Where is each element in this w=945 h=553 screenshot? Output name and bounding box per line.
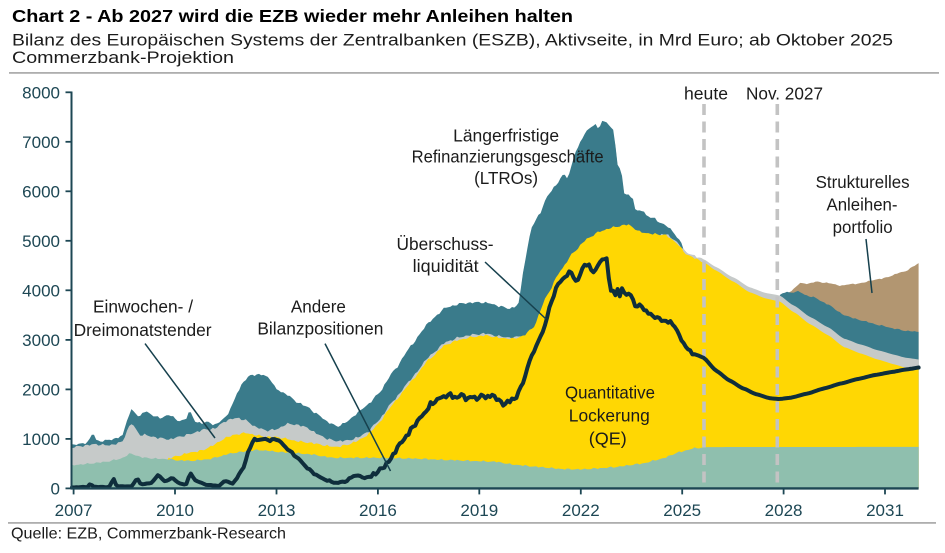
svg-text:Quelle: EZB, Commerzbank-Resea: Quelle: EZB, Commerzbank-Research	[11, 526, 286, 543]
svg-text:liquidität: liquidität	[413, 256, 479, 276]
svg-text:2028: 2028	[765, 501, 803, 520]
svg-text:0: 0	[51, 479, 60, 498]
svg-text:7000: 7000	[22, 133, 60, 152]
svg-text:Bilanz des Europäischen System: Bilanz des Europäischen Systems der Zent…	[12, 31, 893, 50]
svg-text:Einwochen- /: Einwochen- /	[93, 297, 193, 317]
svg-text:2019: 2019	[460, 501, 498, 520]
svg-text:(LTROs): (LTROs)	[474, 168, 538, 188]
svg-text:4000: 4000	[22, 281, 60, 300]
svg-text:3000: 3000	[22, 331, 60, 350]
svg-text:Längerfristige: Längerfristige	[453, 126, 559, 146]
svg-text:Chart 2 - Ab 2027 wird die EZB: Chart 2 - Ab 2027 wird die EZB wieder me…	[12, 6, 573, 26]
svg-text:5000: 5000	[22, 232, 60, 251]
svg-text:(QE): (QE)	[589, 428, 627, 448]
svg-text:6000: 6000	[22, 182, 60, 201]
svg-text:Dreimonatstender: Dreimonatstender	[74, 320, 212, 340]
svg-text:1000: 1000	[22, 430, 60, 449]
svg-text:2022: 2022	[562, 501, 600, 520]
svg-text:Commerzbank-Projektion: Commerzbank-Projektion	[12, 48, 234, 67]
svg-text:heute: heute	[684, 84, 728, 104]
svg-text:Überschuss-: Überschuss-	[397, 234, 494, 254]
svg-text:2016: 2016	[359, 501, 397, 520]
svg-text:Andere: Andere	[291, 297, 346, 317]
svg-text:Quantitative: Quantitative	[565, 383, 655, 403]
svg-text:8000: 8000	[22, 83, 60, 102]
svg-text:Lockerung: Lockerung	[569, 405, 650, 425]
svg-text:Nov. 2027: Nov. 2027	[746, 84, 823, 104]
svg-text:2000: 2000	[22, 380, 60, 399]
svg-text:portfolio: portfolio	[833, 217, 893, 237]
svg-text:Anleihen-: Anleihen-	[827, 195, 898, 215]
svg-text:Refinanzierungsgeschäfte: Refinanzierungsgeschäfte	[412, 146, 604, 166]
svg-text:2007: 2007	[55, 501, 93, 520]
svg-text:2013: 2013	[258, 501, 296, 520]
svg-text:2031: 2031	[866, 501, 904, 520]
svg-text:Strukturelles: Strukturelles	[816, 172, 910, 192]
svg-text:2010: 2010	[156, 501, 194, 520]
svg-text:2025: 2025	[663, 501, 701, 520]
svg-text:Bilanzpositionen: Bilanzpositionen	[257, 319, 383, 339]
